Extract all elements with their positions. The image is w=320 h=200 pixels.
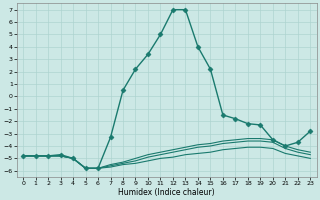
X-axis label: Humidex (Indice chaleur): Humidex (Indice chaleur): [118, 188, 215, 197]
